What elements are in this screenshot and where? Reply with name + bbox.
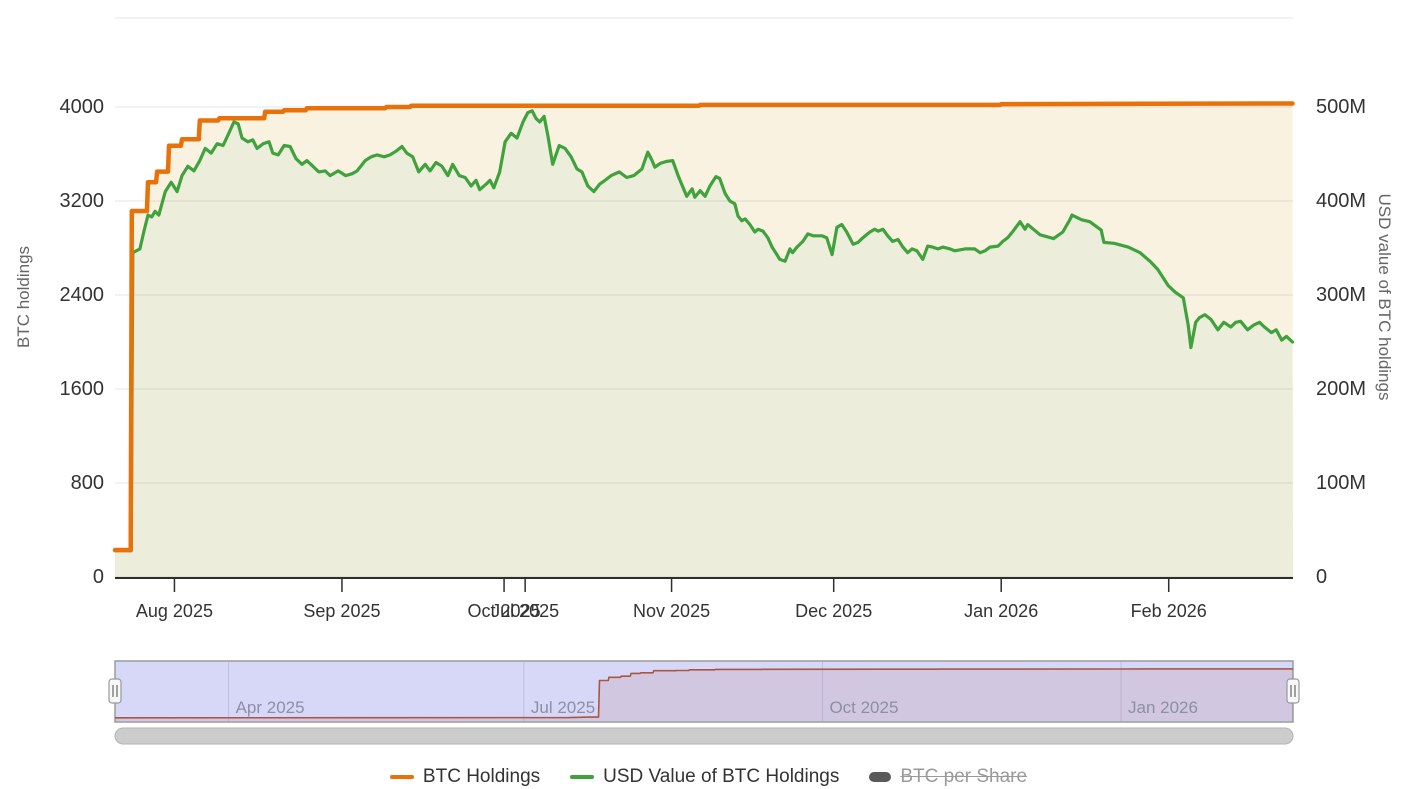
x-axis-label: Sep 2025: [303, 601, 381, 621]
y-axis-right-label: 500M: [1316, 96, 1367, 118]
btc-per-share-column-marker-icon: [869, 772, 892, 782]
scrollbar-thumb[interactable]: [114, 727, 1294, 745]
navigator-axis-label: Oct 2025: [829, 698, 899, 717]
x-axis-label: Jul 2025: [491, 601, 560, 621]
navigator-left-handle[interactable]: [108, 678, 122, 704]
y-axis-left-label: 2400: [59, 284, 105, 306]
left-axis-title: BTC holdings: [14, 245, 33, 349]
legend-item-btc-per-share[interactable]: BTC per Share: [869, 766, 1027, 788]
y-axis-left-label: 0: [92, 566, 104, 588]
navigator-right-handle[interactable]: [1286, 678, 1300, 704]
navigator-area: [115, 668, 1293, 721]
y-axis-right-label: 400M: [1316, 190, 1367, 212]
x-axis-label: Dec 2025: [795, 601, 873, 621]
x-axis-label: Aug 2025: [135, 601, 213, 621]
x-axis-label: Nov 2025: [633, 601, 711, 621]
y-axis-right-label: 200M: [1316, 378, 1367, 400]
x-axis-label: Jan 2026: [964, 601, 1039, 621]
y-axis-left-label: 1600: [59, 378, 105, 400]
navigator-axis-label: Apr 2025: [235, 698, 305, 717]
legend: BTC Holdings USD Value of BTC Holdings B…: [0, 766, 1417, 788]
navigator-line: [114, 668, 1294, 719]
plot-area[interactable]: [115, 18, 1293, 577]
y-axis-right-label: 100M: [1316, 472, 1367, 494]
legend-label-btc-per-share: BTC per Share: [900, 766, 1028, 787]
navigator-axis-label: Jan 2026: [1128, 698, 1198, 717]
legend-label-btc-holdings: BTC Holdings: [422, 766, 541, 787]
y-axis-left-label: 4000: [59, 96, 105, 118]
btc-holdings-line-marker-icon: [389, 775, 414, 779]
legend-label-usd-value: USD Value of BTC Holdings: [603, 766, 840, 787]
y-axis-right-label: 0: [1316, 566, 1328, 588]
y-axis-left-label: 800: [70, 472, 104, 494]
right-axis-title: USD value of BTC holdings: [1375, 193, 1394, 401]
y-axis-left-label: 3200: [59, 190, 105, 212]
usd-value-area: [115, 110, 1293, 578]
usd-value-line: [113, 109, 1295, 553]
usd-value-line-marker-icon: [570, 775, 595, 779]
x-axis-label: Oct 2025: [467, 601, 541, 621]
legend-item-btc-holdings[interactable]: BTC Holdings: [389, 766, 541, 788]
x-axis-label: Feb 2026: [1130, 601, 1207, 621]
legend-item-usd-value[interactable]: USD Value of BTC Holdings: [570, 766, 839, 788]
navigator-axis-label: Jul 2025: [530, 698, 596, 717]
btc-holdings-line: [112, 101, 1295, 553]
y-axis-right-label: 300M: [1316, 284, 1367, 306]
